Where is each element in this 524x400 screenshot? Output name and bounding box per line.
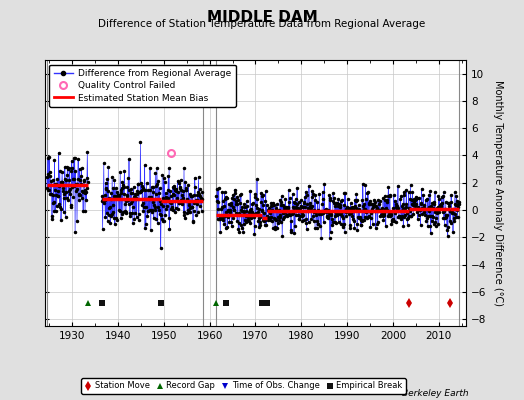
Legend: Station Move, Record Gap, Time of Obs. Change, Empirical Break: Station Move, Record Gap, Time of Obs. C… [81,378,406,394]
Legend: Difference from Regional Average, Quality Control Failed, Estimated Station Mean: Difference from Regional Average, Qualit… [49,64,236,107]
Text: Berkeley Earth: Berkeley Earth [402,389,469,398]
Y-axis label: Monthly Temperature Anomaly Difference (°C): Monthly Temperature Anomaly Difference (… [493,80,503,306]
Text: MIDDLE DAM: MIDDLE DAM [206,10,318,25]
Text: Difference of Station Temperature Data from Regional Average: Difference of Station Temperature Data f… [99,19,425,29]
